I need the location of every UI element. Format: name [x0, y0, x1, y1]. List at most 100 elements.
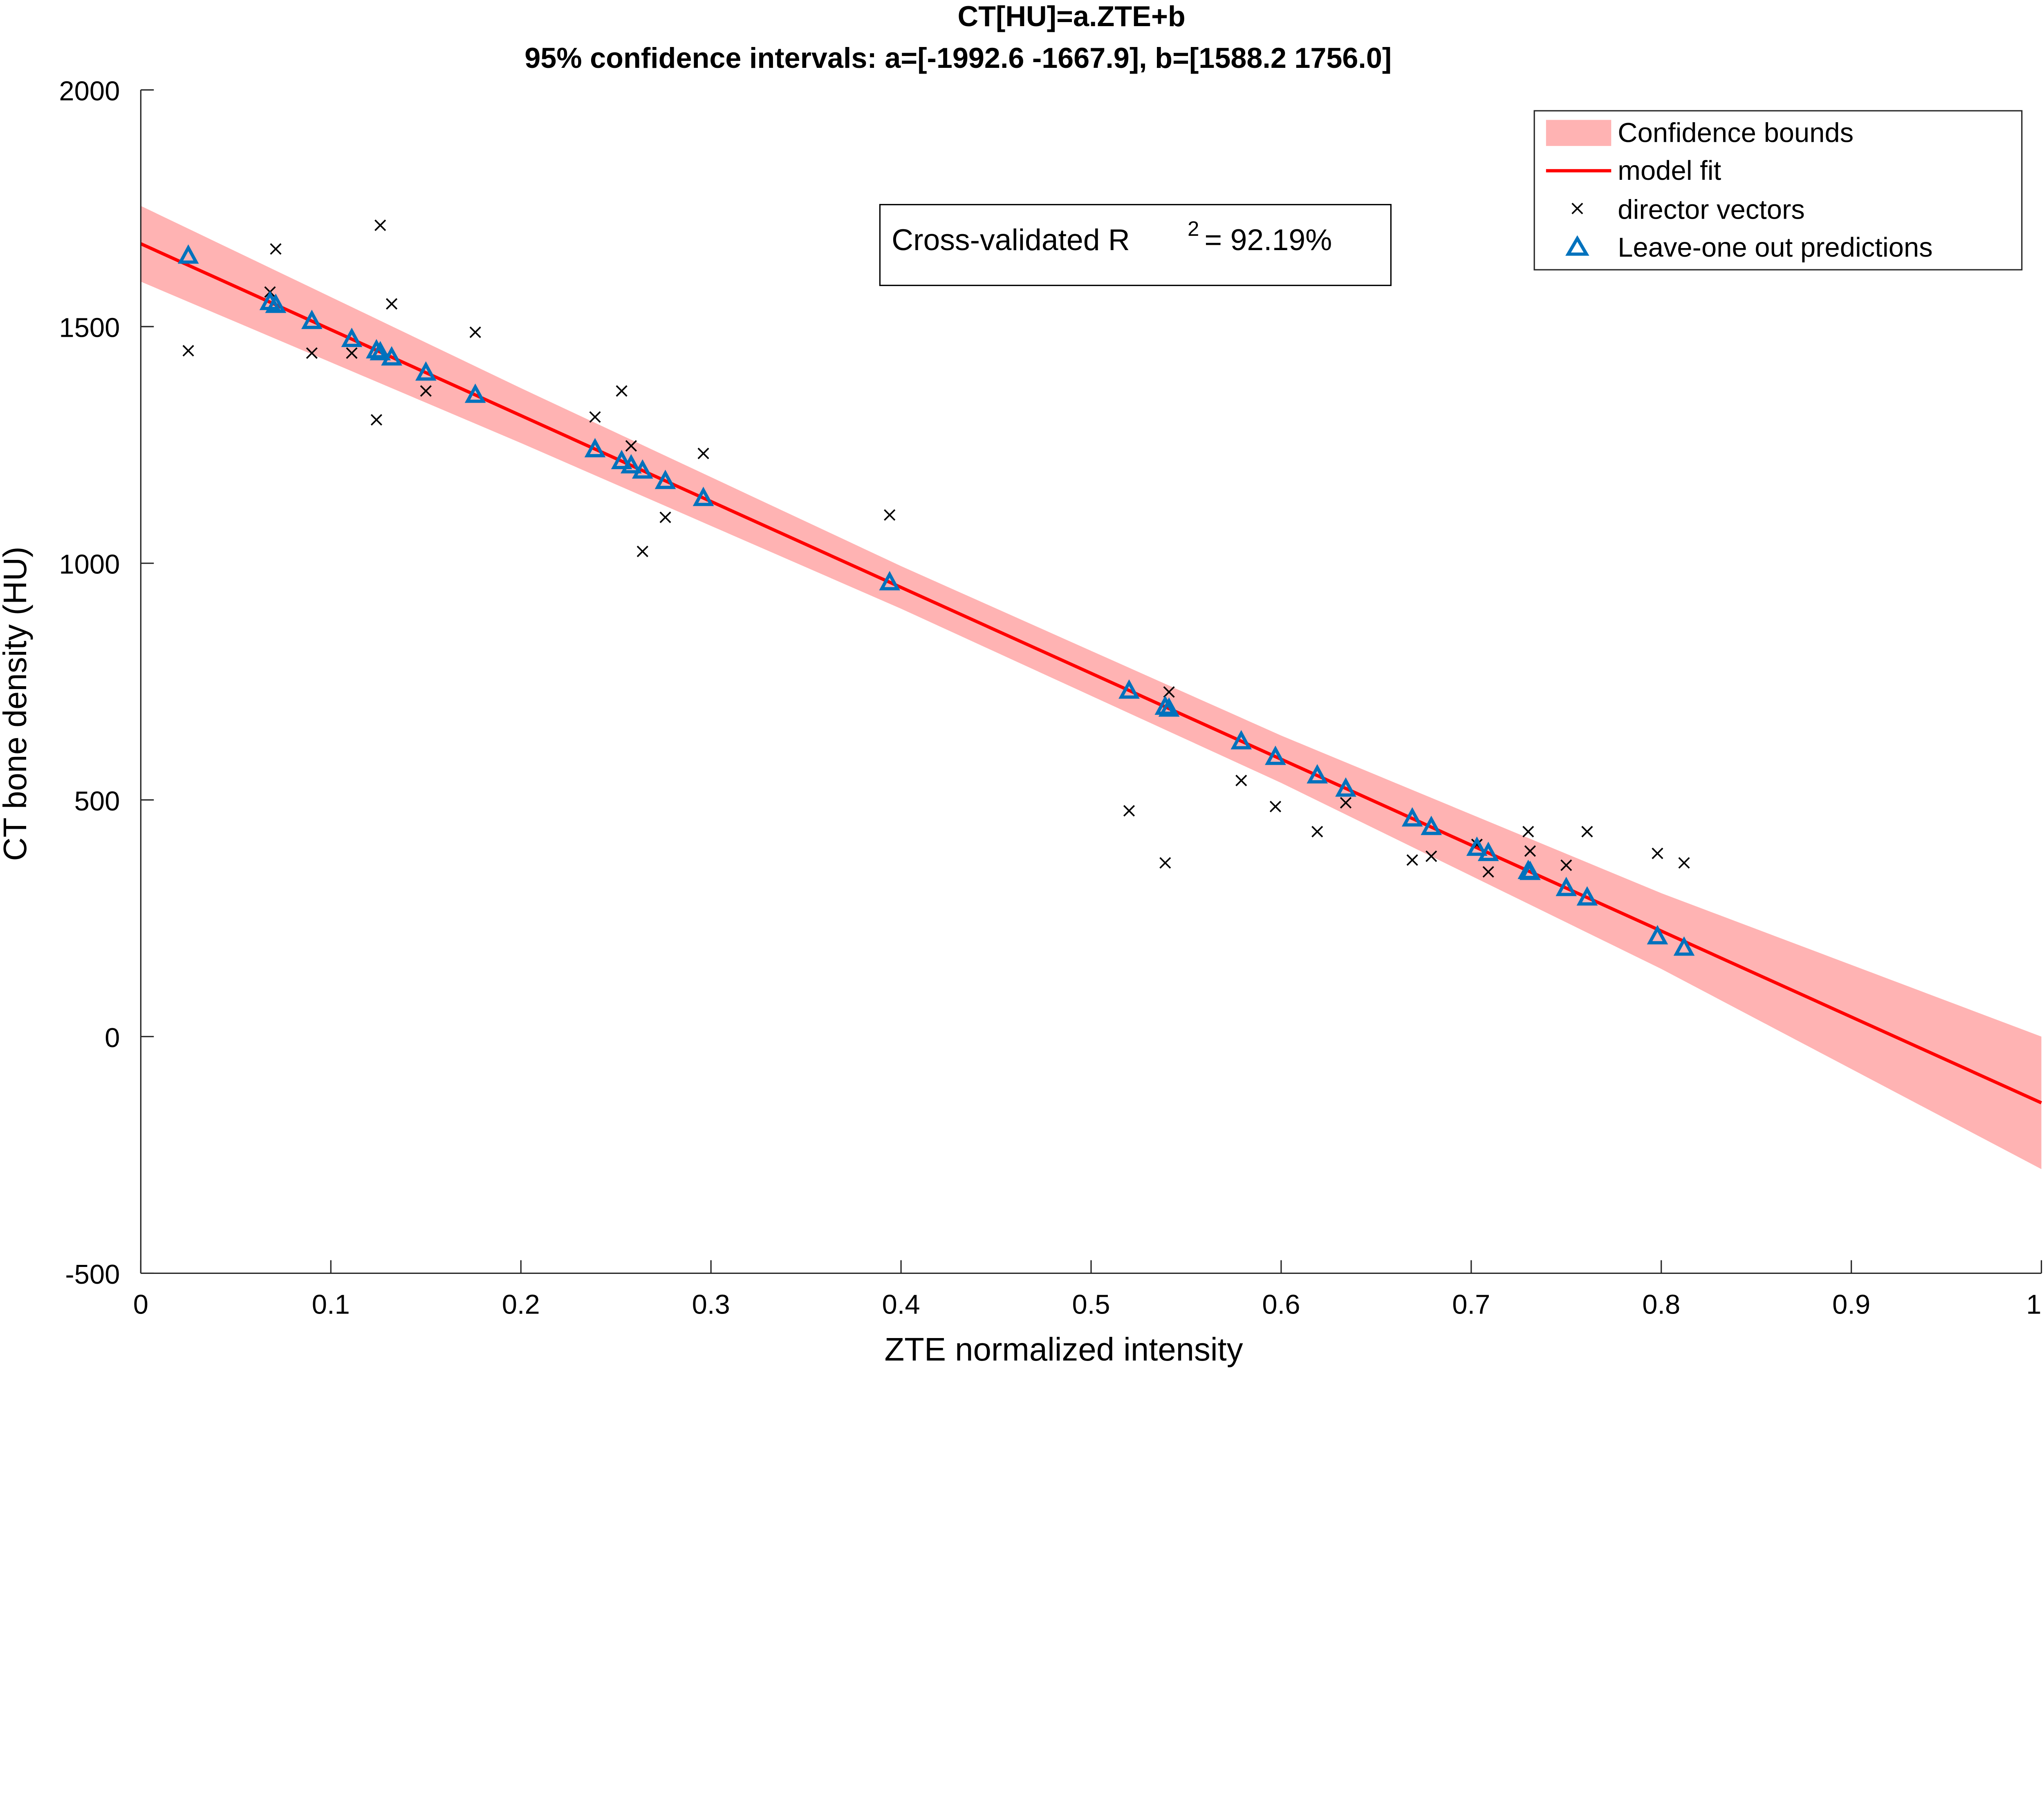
director-vector-point [884, 509, 896, 521]
r2-superscript: 2 [1188, 217, 1199, 240]
director-vector-point [1269, 801, 1282, 812]
model-fit-line [140, 242, 2042, 1105]
plot-area [140, 206, 2042, 1169]
legend-swatch-cross-icon [1571, 203, 1583, 215]
director-vector-point [1482, 866, 1494, 878]
director-vector-point [1522, 826, 1534, 837]
director-vector-point [1678, 857, 1690, 869]
director-vector-point [1340, 797, 1352, 809]
director-vector-point [374, 219, 386, 231]
prediction-point [879, 571, 901, 591]
y-tick-label: 0 [105, 1023, 120, 1053]
chart-subtitle: 95% confidence intervals: a=[-1992.6 -16… [524, 42, 1392, 74]
prediction-point [415, 361, 437, 381]
prediction-point [1477, 841, 1499, 861]
legend: Confidence bounds model fit director vec… [1533, 110, 2023, 271]
x-tick-label: 0.6 [1262, 1289, 1300, 1320]
director-vector-point [1581, 826, 1593, 837]
director-vector-point [625, 440, 637, 452]
r2-value: = 92.19% [1204, 223, 1332, 257]
prediction-point [1673, 936, 1695, 956]
x-tick-label: 0.4 [882, 1289, 920, 1320]
prediction-point [265, 293, 287, 313]
y-tick-label: -500 [65, 1259, 120, 1290]
x-tick-label: 0.5 [1072, 1289, 1110, 1320]
director-vector-point [306, 347, 318, 359]
prediction-point [341, 327, 363, 347]
director-vector-point [1163, 686, 1175, 698]
director-vector-point [385, 298, 398, 310]
figure: CT[HU]=a.ZTE+b 95% confidence intervals:… [0, 0, 2042, 1368]
prediction-point [1421, 815, 1442, 835]
prediction-point [1401, 807, 1423, 827]
x-tick-label: 0.8 [1642, 1289, 1680, 1320]
prediction-point [301, 309, 323, 329]
y-axis-label: CT bone density (HU) [0, 546, 33, 861]
legend-label-predictions: Leave-one out predictions [1618, 232, 1932, 263]
x-axis-label: ZTE normalized intensity [885, 1331, 1243, 1367]
prediction-point [464, 383, 486, 403]
y-tick-label: 1000 [59, 549, 120, 580]
prediction-point [1307, 764, 1328, 783]
director-vector-point [1524, 845, 1536, 857]
y-tick-label: 500 [74, 786, 120, 817]
director-vector-point [469, 326, 481, 338]
axis-ticks: 0 0.1 0.2 0.3 0.4 0.5 0.6 0.7 0.8 0.9 1 -500 0 500 100… [59, 76, 2042, 1320]
prediction-point [654, 470, 676, 489]
x-tick-label: 0.7 [1452, 1289, 1490, 1320]
director-vector-point [1159, 857, 1171, 869]
confidence-band [141, 206, 2042, 1169]
director-vector-point [659, 511, 671, 523]
r2-label: Cross-validated R [892, 223, 1130, 257]
director-vector-point [1311, 826, 1323, 837]
director-vector-point [346, 347, 358, 359]
director-vector-point [182, 345, 194, 357]
prediction-point [1466, 836, 1488, 856]
legend-label-band: Confidence bounds [1618, 118, 1853, 148]
director-vector-point [697, 448, 709, 459]
x-tick-label: 0 [133, 1289, 148, 1320]
director-vector-point [1406, 854, 1418, 866]
director-vector-point [270, 243, 282, 255]
director-vector-point [1235, 774, 1247, 786]
r2-annotation: Cross-validated R 2 = 92.19% [879, 204, 1392, 286]
prediction-point [1576, 886, 1598, 906]
y-tick-label: 2000 [59, 76, 120, 107]
prediction-point [177, 244, 199, 264]
director-vector-point [1123, 805, 1135, 817]
y-tick-label: 1500 [59, 313, 120, 343]
director-vector-point [1560, 859, 1572, 871]
director-vector-point [616, 385, 628, 397]
director-vector-point [637, 546, 648, 557]
x-tick-label: 0.9 [1832, 1289, 1870, 1320]
director-vector-point [1425, 850, 1437, 862]
prediction-point [1118, 679, 1140, 699]
prediction-point [366, 339, 387, 358]
x-tick-label: 1 [2026, 1289, 2041, 1320]
prediction-point [1335, 777, 1356, 797]
prediction-point [1265, 745, 1286, 765]
legend-swatch-triangle-icon [1565, 235, 1589, 256]
prediction-point [621, 454, 642, 474]
x-tick-label: 0.2 [502, 1289, 540, 1320]
director-vector-point [589, 411, 601, 423]
legend-label-fit: model fit [1618, 155, 1721, 186]
x-tick-label: 0.1 [312, 1289, 350, 1320]
prediction-point [1154, 695, 1176, 715]
legend-swatch-band [1546, 120, 1611, 146]
prediction-point [632, 459, 653, 479]
chart-title: CT[HU]=a.ZTE+b [958, 0, 1186, 32]
director-vector-point [420, 385, 432, 397]
prediction-point [584, 438, 606, 457]
prediction-point [1230, 730, 1252, 750]
prediction-point [693, 486, 714, 506]
prediction-point [1158, 697, 1180, 717]
prediction-point [1520, 860, 1541, 880]
x-tick-label: 0.3 [692, 1289, 730, 1320]
r2-box [879, 204, 1392, 286]
prediction-point [381, 346, 402, 366]
legend-label-points: director vectors [1618, 195, 1805, 225]
prediction-point [1647, 925, 1668, 944]
prediction-point [611, 450, 632, 469]
director-vector-point [1652, 848, 1663, 859]
